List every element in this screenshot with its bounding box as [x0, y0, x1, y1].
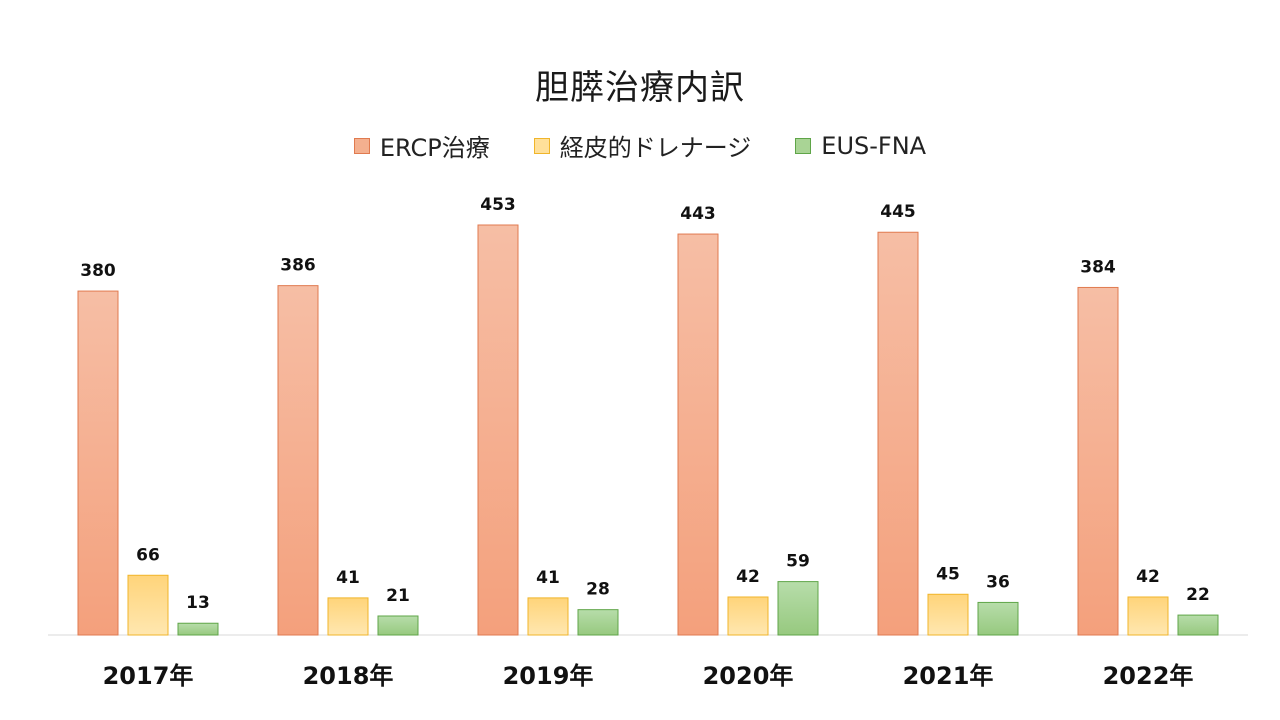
- data-label-ercp-3: 453: [480, 195, 516, 215]
- legend-label-percutaneous: 経皮的ドレナージ: [559, 134, 752, 162]
- legend-swatch-ercp: [353, 137, 370, 154]
- data-label-eus-fna-1: 13: [186, 593, 210, 613]
- x-tick-label-4: 2020年: [703, 662, 794, 690]
- bar-eus-fna-1: [177, 622, 219, 636]
- data-label-ercp-5: 445: [880, 202, 916, 222]
- bar-percutaneous-2: [327, 597, 369, 636]
- legend-swatch-percutaneous: [533, 137, 550, 154]
- bar-percutaneous-6: [1127, 596, 1169, 636]
- bar-percutaneous-1: [127, 574, 169, 636]
- bar-eus-fna-4: [777, 581, 819, 636]
- bar-ercp-4: [677, 233, 719, 636]
- legend-item-eus-fna: EUS-FNA: [795, 132, 926, 160]
- x-tick-label-6: 2022年: [1103, 662, 1194, 690]
- bar-ercp-3: [477, 224, 519, 636]
- chart-title: 胆膵治療内訳: [535, 68, 745, 108]
- data-label-eus-fna-4: 59: [786, 552, 810, 572]
- bar-eus-fna-3: [577, 609, 619, 636]
- bar-ercp-1: [77, 290, 119, 636]
- data-label-eus-fna-5: 36: [986, 572, 1010, 592]
- bar-percutaneous-5: [927, 593, 969, 636]
- data-label-percutaneous-5: 45: [936, 564, 960, 584]
- data-label-ercp-6: 384: [1080, 257, 1116, 277]
- legend-label-eus-fna: EUS-FNA: [821, 131, 927, 160]
- data-label-ercp-1: 380: [80, 261, 116, 281]
- legend-item-ercp: ERCP治療: [353, 128, 490, 163]
- data-label-percutaneous-4: 42: [736, 567, 760, 587]
- data-label-eus-fna-6: 22: [1186, 585, 1210, 605]
- data-label-percutaneous-2: 41: [336, 568, 360, 588]
- bar-percutaneous-4: [727, 596, 769, 636]
- bar-eus-fna-2: [377, 615, 419, 636]
- bar-ercp-6: [1077, 286, 1119, 636]
- data-label-eus-fna-2: 21: [386, 586, 410, 606]
- bar-eus-fna-5: [977, 601, 1019, 636]
- data-label-percutaneous-6: 42: [1136, 567, 1160, 587]
- data-label-ercp-4: 443: [680, 204, 716, 224]
- bar-ercp-2: [277, 285, 319, 636]
- x-tick-label-2: 2018年: [303, 662, 394, 690]
- data-label-ercp-2: 386: [280, 256, 316, 276]
- x-tick-label-5: 2021年: [903, 662, 994, 690]
- x-tick-label-3: 2019年: [503, 662, 594, 690]
- data-label-eus-fna-3: 28: [586, 580, 610, 600]
- bar-percutaneous-3: [527, 597, 569, 636]
- legend-swatch-eus-fna: [795, 137, 812, 154]
- x-tick-label-1: 2017年: [103, 662, 194, 690]
- data-label-percutaneous-1: 66: [136, 545, 160, 565]
- legend: ERCP治療 経皮的ドレナージ EUS-FNA: [0, 128, 1280, 163]
- bar-eus-fna-6: [1177, 614, 1219, 636]
- legend-item-percutaneous: 経皮的ドレナージ: [533, 128, 752, 163]
- data-label-percutaneous-3: 41: [536, 568, 560, 588]
- legend-label-ercp: ERCP治療: [379, 134, 490, 162]
- bar-ercp-5: [877, 231, 919, 636]
